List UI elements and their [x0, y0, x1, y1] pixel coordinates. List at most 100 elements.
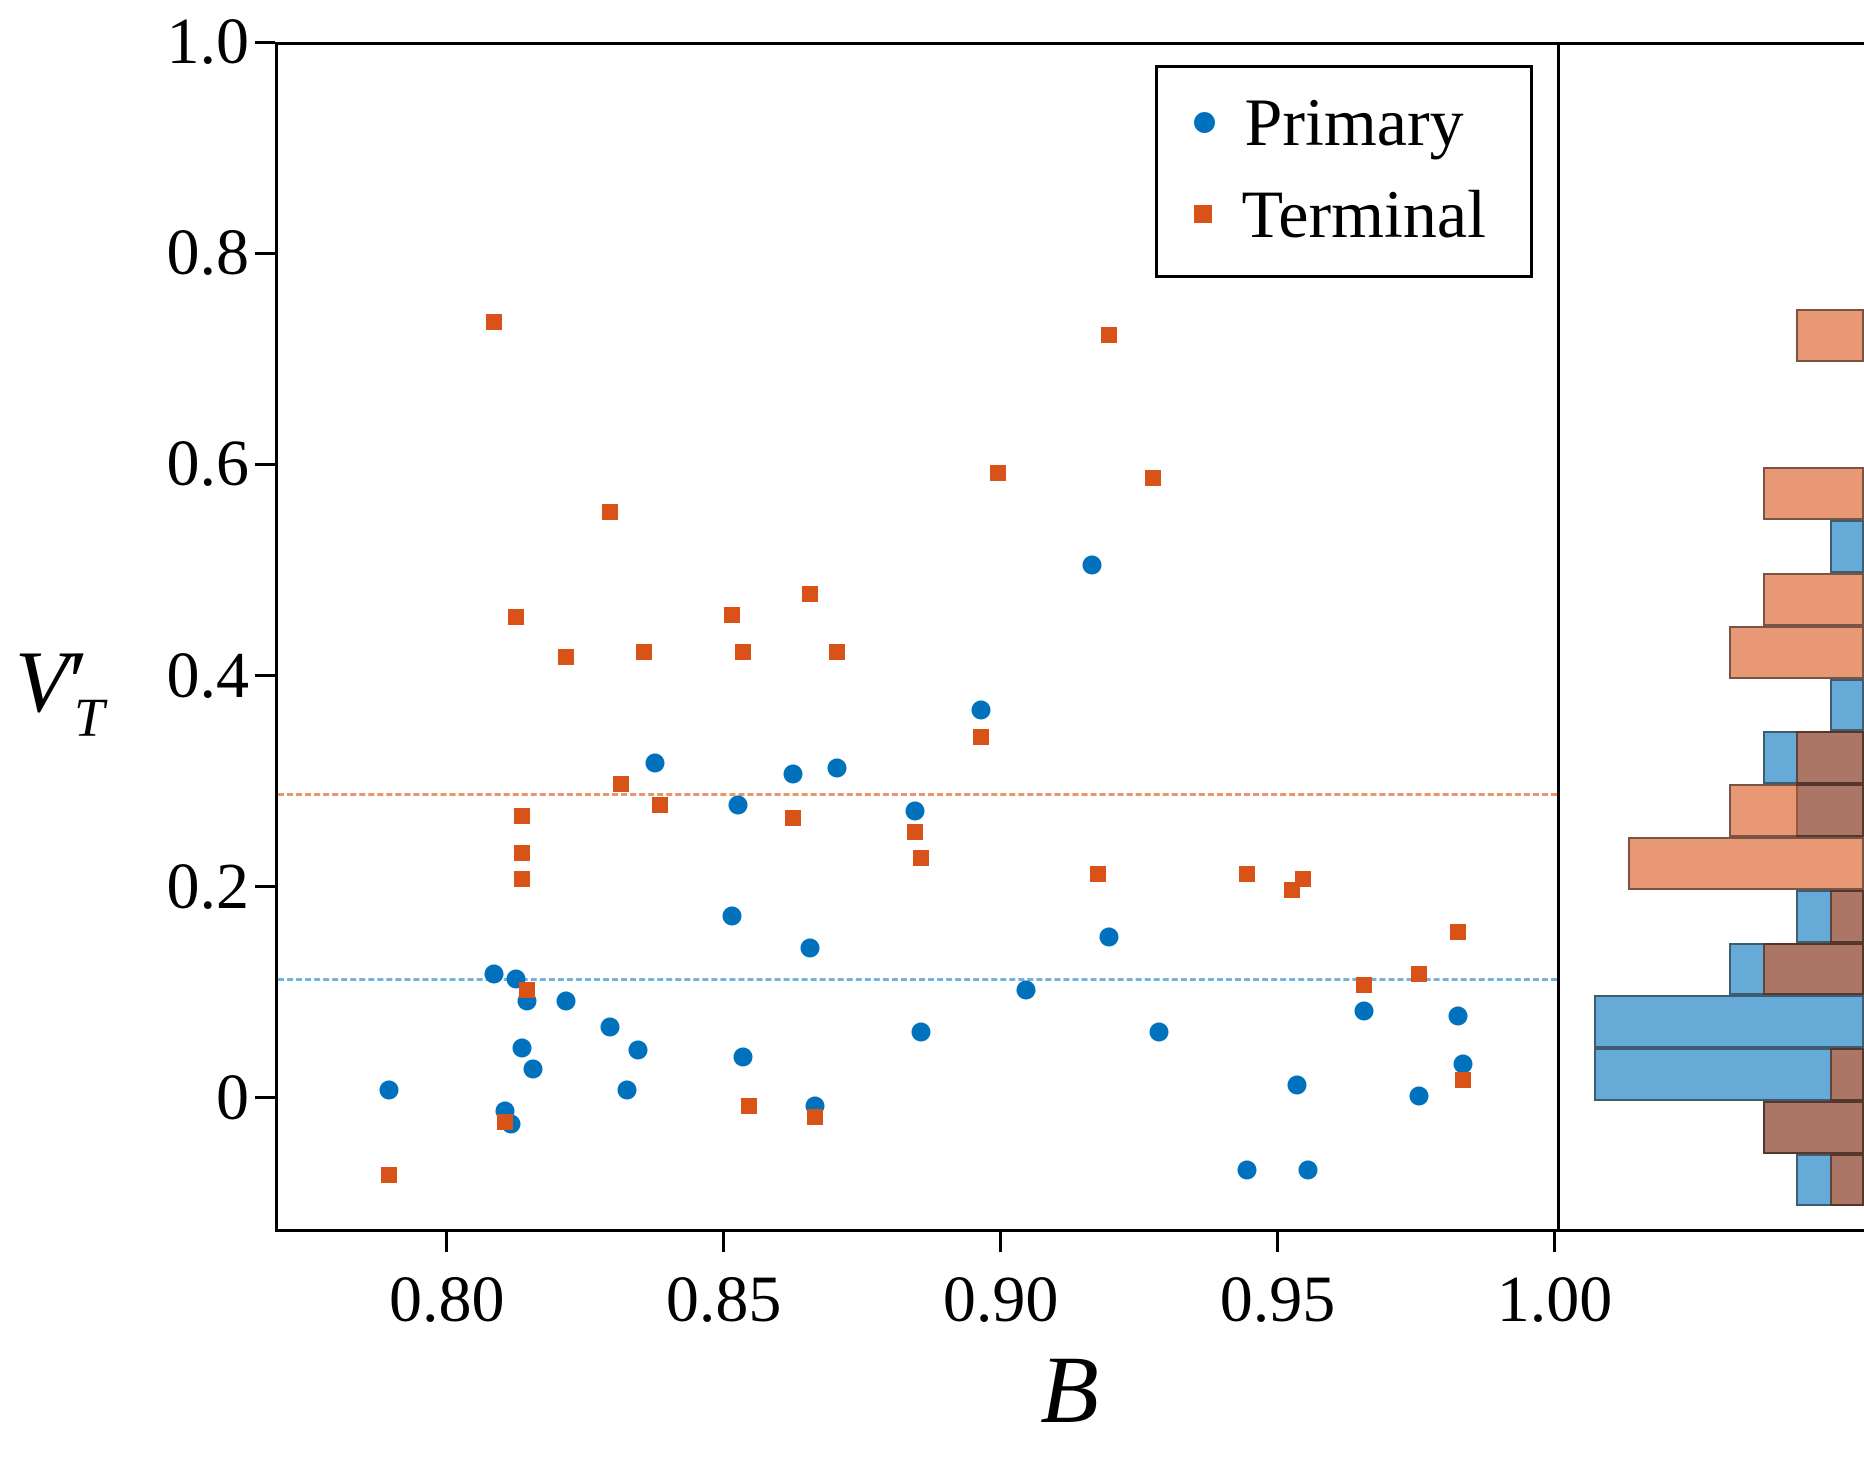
terminal-point	[973, 728, 990, 745]
legend-item-terminal: Terminal	[1193, 174, 1486, 256]
primary-point	[600, 1017, 620, 1037]
x-tick-mark	[445, 1232, 449, 1252]
terminal-point	[906, 823, 923, 840]
terminal-hist-bar	[1762, 942, 1864, 996]
primary-point	[1082, 555, 1102, 574]
primary-point	[1448, 1006, 1468, 1026]
terminal-point	[1089, 865, 1106, 882]
primary-point	[512, 1038, 532, 1058]
y-tick-mark	[255, 251, 275, 255]
y-axis-label-base: V	[15, 634, 69, 731]
primary-point	[783, 764, 803, 784]
x-axis-label: B	[1040, 1336, 1099, 1443]
primary-mean-dashed-line	[278, 977, 1557, 981]
terminal-point	[1239, 865, 1256, 882]
primary-point	[1354, 1001, 1374, 1021]
y-axis-label-prime: ′	[68, 634, 89, 731]
terminal-hist-bar	[1762, 1100, 1864, 1154]
marginal-histogram-panel	[1560, 42, 1864, 1232]
y-tick-mark	[255, 40, 275, 44]
primary-point	[1149, 1022, 1169, 1042]
terminal-mean-dashed-line	[278, 793, 1557, 797]
terminal-point	[785, 809, 802, 826]
legend-item-primary: Primary	[1193, 82, 1486, 164]
primary-point	[628, 1040, 648, 1060]
primary-point	[722, 906, 742, 926]
x-tick-label: 1.00	[1496, 1263, 1613, 1336]
terminal-hist-bar	[1796, 731, 1864, 785]
terminal-point	[1294, 871, 1311, 888]
y-tick-label: 1.0	[166, 5, 250, 78]
primary-point	[379, 1080, 399, 1100]
primary-point	[733, 1047, 753, 1067]
legend-label-terminal: Terminal	[1241, 175, 1486, 252]
legend-label-primary: Primary	[1244, 84, 1464, 160]
primary-hist-bar	[1830, 520, 1864, 573]
terminal-point	[558, 649, 575, 666]
x-tick-mark	[1276, 1232, 1280, 1252]
y-tick-mark	[255, 885, 275, 889]
terminal-point	[1455, 1071, 1472, 1088]
terminal-point	[380, 1166, 397, 1183]
x-tick-mark	[999, 1232, 1003, 1252]
terminal-hist-bar	[1830, 1153, 1864, 1207]
primary-point	[645, 753, 665, 773]
terminal-point	[652, 797, 669, 814]
primary-point	[556, 991, 576, 1011]
primary-point	[484, 964, 504, 984]
terminal-hist-bar	[1627, 836, 1864, 890]
terminal-point	[602, 503, 619, 520]
terminal-hist-bar	[1728, 625, 1864, 679]
primary-point	[911, 1022, 930, 1042]
terminal-point	[508, 609, 525, 626]
terminal-hist-bar	[1830, 1048, 1864, 1101]
primary-hist-bar	[1593, 1048, 1864, 1101]
terminal-point	[513, 871, 530, 888]
primary-point	[523, 1059, 543, 1079]
y-tick-label: 0.4	[166, 638, 250, 712]
y-axis-label: V′T	[15, 635, 104, 766]
primary-point	[1099, 927, 1119, 947]
terminal-point	[1449, 923, 1466, 940]
primary-hist-bar	[1593, 995, 1864, 1049]
terminal-point	[912, 850, 929, 867]
primary-point	[1237, 1160, 1257, 1180]
terminal-point	[513, 807, 530, 824]
terminal-point	[613, 776, 630, 793]
x-tick-mark	[722, 1232, 726, 1252]
terminal-point	[1410, 966, 1427, 983]
terminal-hist-bar	[1830, 889, 1864, 943]
scatter-panel: Primary Terminal	[275, 42, 1560, 1232]
primary-point	[617, 1080, 637, 1100]
y-tick-mark	[255, 1096, 275, 1100]
primary-hist-bar	[1830, 678, 1864, 732]
primary-point	[1453, 1054, 1473, 1074]
terminal-point	[1145, 469, 1162, 486]
terminal-point	[519, 982, 536, 999]
primary-marker-icon	[1193, 112, 1215, 134]
primary-point	[827, 758, 847, 778]
terminal-point	[1100, 327, 1117, 344]
terminal-hist-bar	[1762, 467, 1864, 521]
terminal-point	[735, 644, 752, 661]
x-tick-label: 0.90	[942, 1263, 1059, 1336]
terminal-point	[990, 464, 1007, 481]
primary-point	[905, 801, 925, 821]
terminal-point	[486, 313, 502, 330]
terminal-point	[724, 607, 741, 624]
terminal-hist-bar	[1762, 572, 1864, 626]
terminal-point	[497, 1114, 514, 1131]
primary-point	[1016, 980, 1036, 1000]
primary-point	[1298, 1160, 1318, 1180]
terminal-hist-bar	[1796, 308, 1864, 362]
x-tick-mark	[1552, 1232, 1556, 1252]
terminal-point	[740, 1098, 757, 1115]
y-tick-label: 0.6	[166, 427, 250, 501]
primary-point	[800, 938, 820, 958]
primary-point	[728, 795, 748, 815]
primary-point	[1287, 1075, 1307, 1095]
terminal-point	[1355, 976, 1372, 993]
terminal-point	[801, 586, 818, 603]
legend: Primary Terminal	[1154, 65, 1533, 279]
